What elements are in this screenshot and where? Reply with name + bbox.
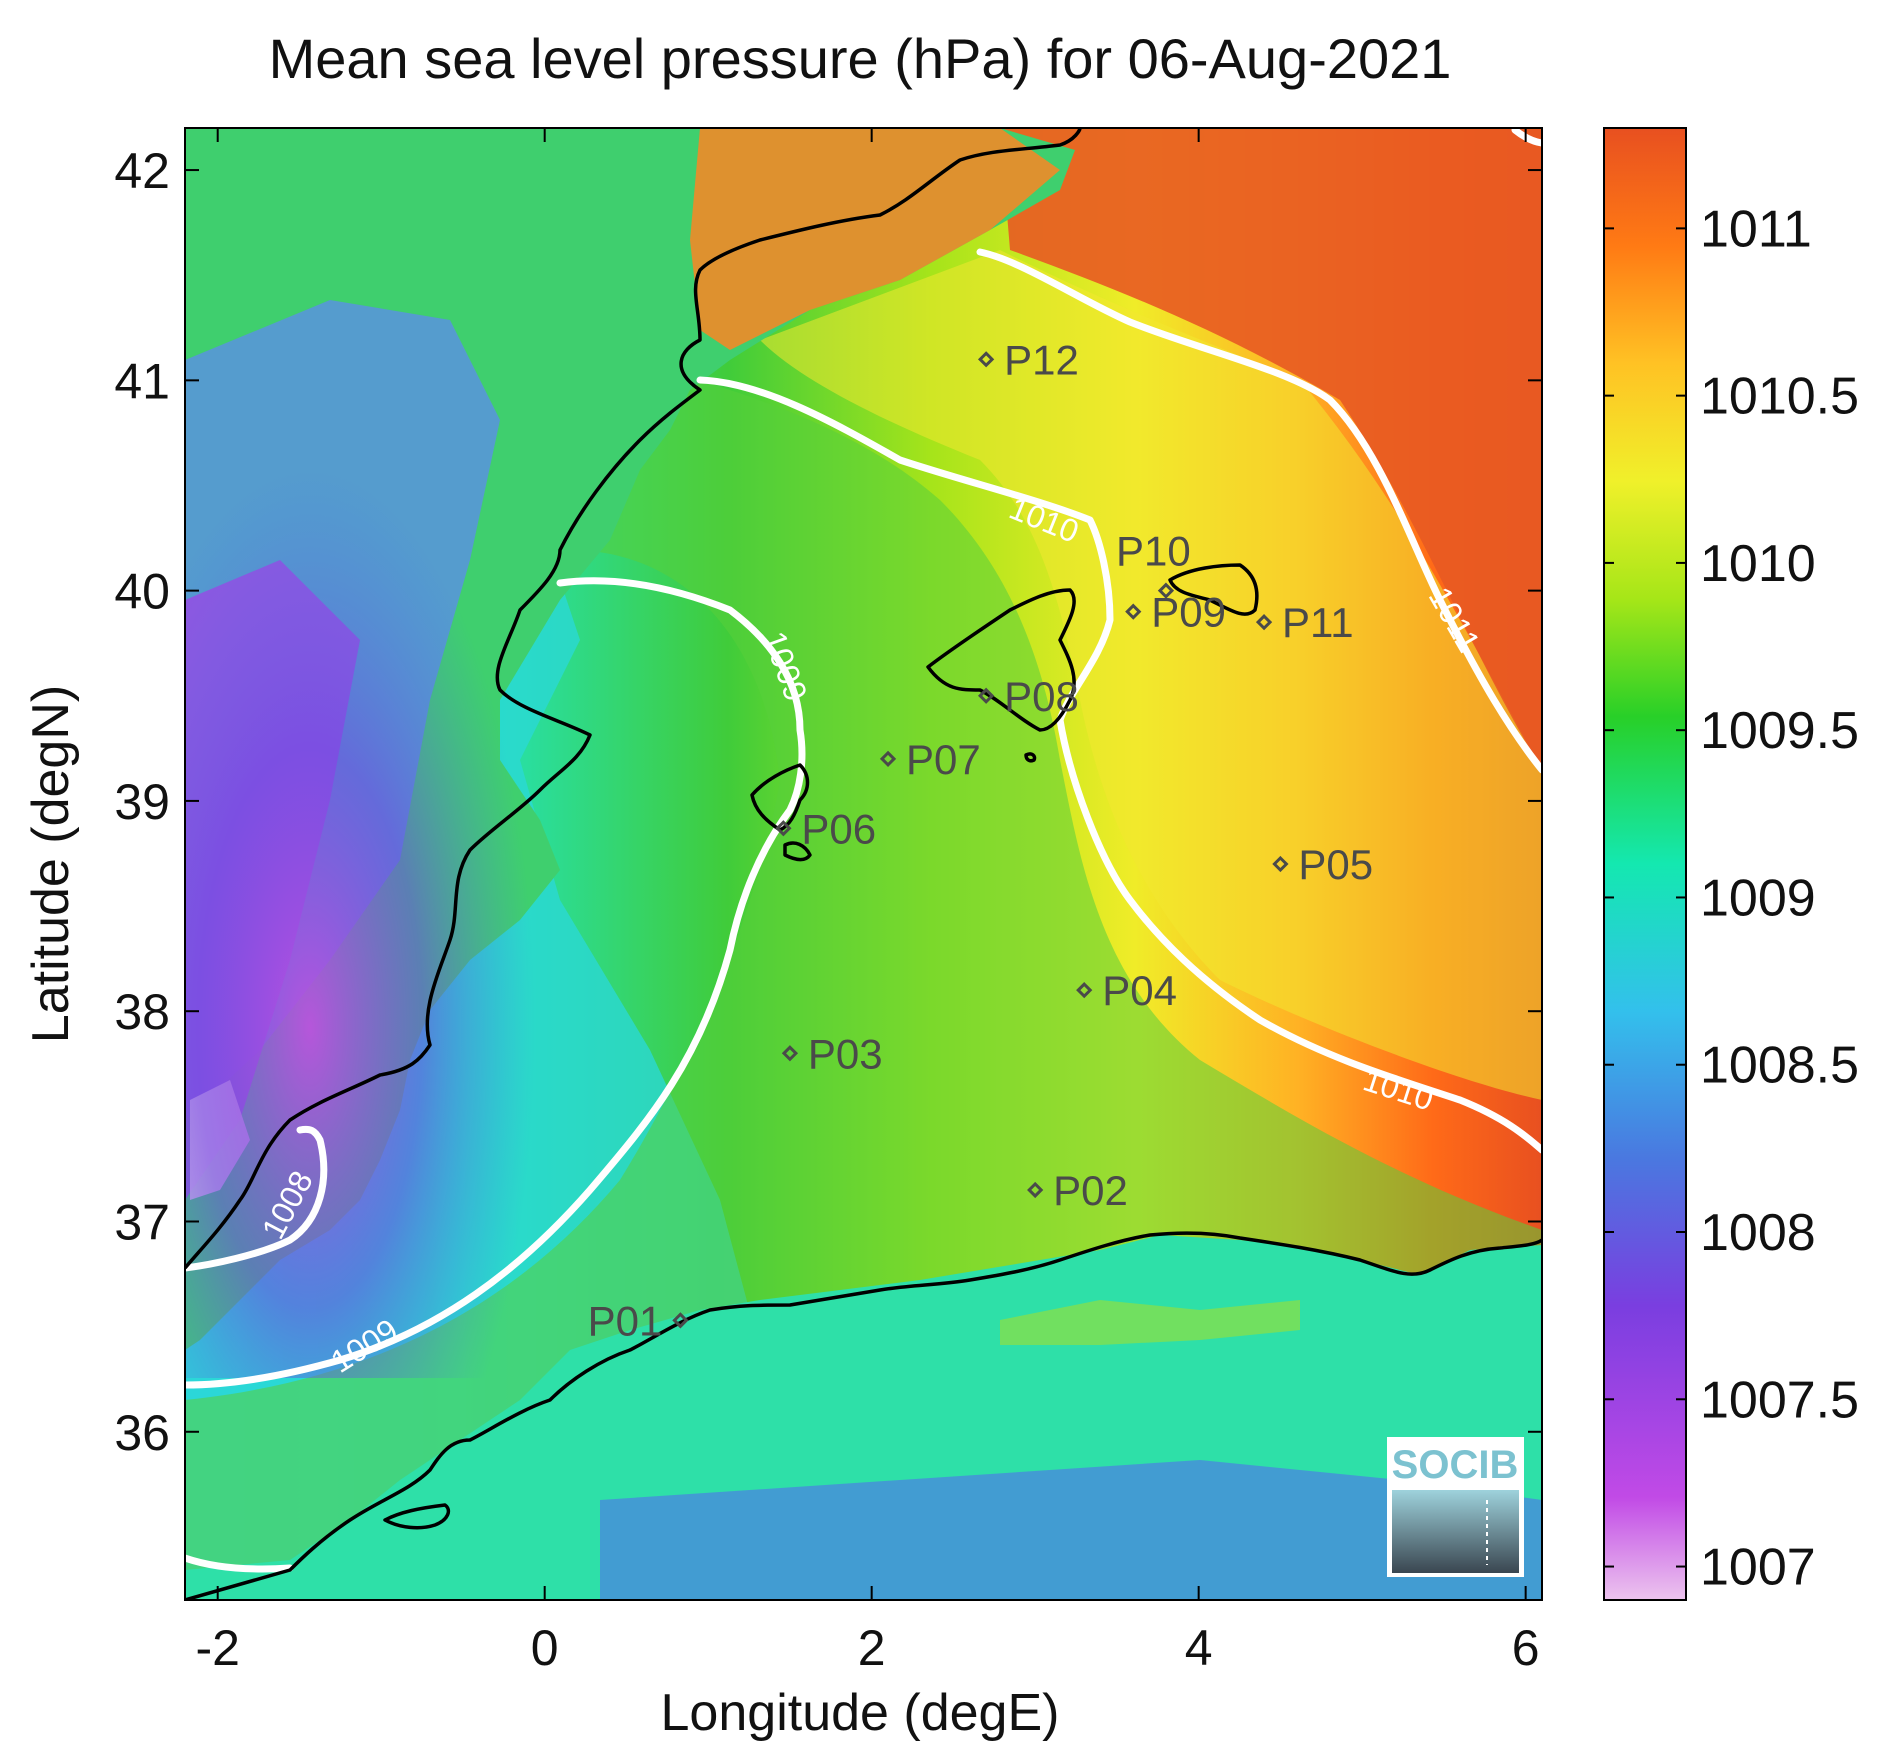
station-label: P06 [801,805,876,852]
x-axis-label: Longitude (degE) [661,1684,1060,1742]
station-label: P03 [808,1030,883,1077]
station-label: P09 [1151,589,1226,636]
chart-title: Mean sea level pressure (hPa) for 06-Aug… [269,27,1452,90]
iberian-coastline [185,128,1082,1270]
iberia-west-shading [185,128,685,1378]
y-tick-label: 39 [114,774,170,830]
station-marker [1272,855,1289,873]
yellow-band [760,250,1542,1100]
isobar-1009-south [185,1554,294,1573]
station-p02: P02 [1027,1167,1128,1214]
station-marker [879,750,897,767]
north-africa-blue-low [600,1460,1542,1600]
colorbar-tick-label: 1007 [1700,1539,1816,1597]
station-markers: P01 P02 P03 P04 P05 P06 P07 P08 P09 P10 P11 P12 [588,336,1373,1344]
y-axis: 42 41 40 39 38 37 36 [114,143,1542,1461]
formentera-island [783,841,812,862]
station-p10: P10 [1116,528,1191,599]
station-marker [672,1312,689,1329]
isobar-1011-corner [1511,128,1542,147]
station-label: P04 [1102,967,1177,1014]
colorbar-tick-label: 1010.5 [1700,368,1859,426]
station-p04: P04 [1076,967,1177,1014]
menorca-island [1168,563,1259,616]
y-tick-label: 38 [114,984,170,1040]
isobar-1010 [696,376,1542,1154]
x-tick-label: -2 [195,1620,239,1676]
station-marker [781,1045,799,1062]
station-p07: P07 [879,736,981,783]
socib-logo: SOCIB [1387,1437,1524,1577]
isobar-1011 [976,248,1542,774]
station-label: P10 [1116,528,1191,575]
x-axis: -2 0 2 4 6 [195,128,1540,1676]
y-tick-label: 42 [114,143,170,199]
colorbar-tick-label: 1008 [1700,1204,1816,1262]
north-africa-yellow-patches [1000,1300,1300,1345]
station-marker [1157,582,1175,599]
station-p01: P01 [588,1297,689,1344]
station-marker [1255,614,1273,631]
y-tick-label: 37 [114,1194,170,1250]
isobar-1009 [185,577,806,1389]
plot-frame [184,127,1543,1601]
station-marker [1125,603,1142,620]
y-tick-label: 40 [114,564,170,620]
y-tick-label: 36 [114,1405,170,1461]
catalonia-high [690,128,1060,350]
colorbar-tick-label: 1010 [1700,535,1816,593]
x-tick-label: 2 [858,1620,886,1676]
y-axis-label: Latitude (degN) [22,685,80,1043]
station-marker [977,351,995,368]
station-label: P08 [1004,673,1079,720]
colorbar-tick-label: 1009 [1700,869,1816,927]
colorbar-gradient [1603,127,1687,1601]
cabrera-island [1024,752,1037,763]
ibiza-island [750,763,810,832]
colorbar: 1011 1010.5 1010 1009.5 1009 1008.5 1008 1007.5… [1603,127,1859,1601]
x-tick-label: 6 [1512,1620,1540,1676]
station-label: P07 [906,736,981,783]
colorbar-tick-label: 1007.5 [1700,1371,1859,1429]
station-marker [977,687,995,704]
station-label: P02 [1053,1167,1128,1214]
station-marker [775,820,792,837]
station-p03: P03 [781,1030,883,1077]
alboran-island [383,1503,451,1530]
x-tick-label: 0 [531,1620,559,1676]
station-p08: P08 [977,673,1079,720]
station-label: P05 [1298,841,1373,888]
station-label: P12 [1004,336,1079,383]
colorbar-tick-label: 1009.5 [1700,702,1859,760]
station-label: P01 [588,1297,663,1344]
station-p05: P05 [1272,841,1373,888]
colorbar-tick-label: 1008.5 [1700,1037,1859,1095]
station-marker [1027,1181,1044,1199]
station-p06: P06 [775,805,876,852]
station-p12: P12 [977,336,1079,383]
colorbar-ticks: 1011 1010.5 1010 1009.5 1009 1008.5 1008 1007.5… [1604,200,1859,1597]
station-marker [1076,982,1093,999]
station-p11: P11 [1255,599,1354,646]
map-plot-area: 1010 1010 1011 1009 1009 1008 P01P02P03P… [185,128,1542,1600]
isobar-1008 [185,1125,328,1272]
logo-text: SOCIB [1392,1443,1519,1487]
y-tick-label: 41 [114,353,170,409]
x-tick-label: 4 [1185,1620,1213,1676]
north-african-coastline [185,1231,1542,1600]
station-label: P11 [1282,599,1354,646]
high-pressure-northeast [1000,128,1542,770]
colorbar-tick-label: 1011 [1700,200,1812,258]
